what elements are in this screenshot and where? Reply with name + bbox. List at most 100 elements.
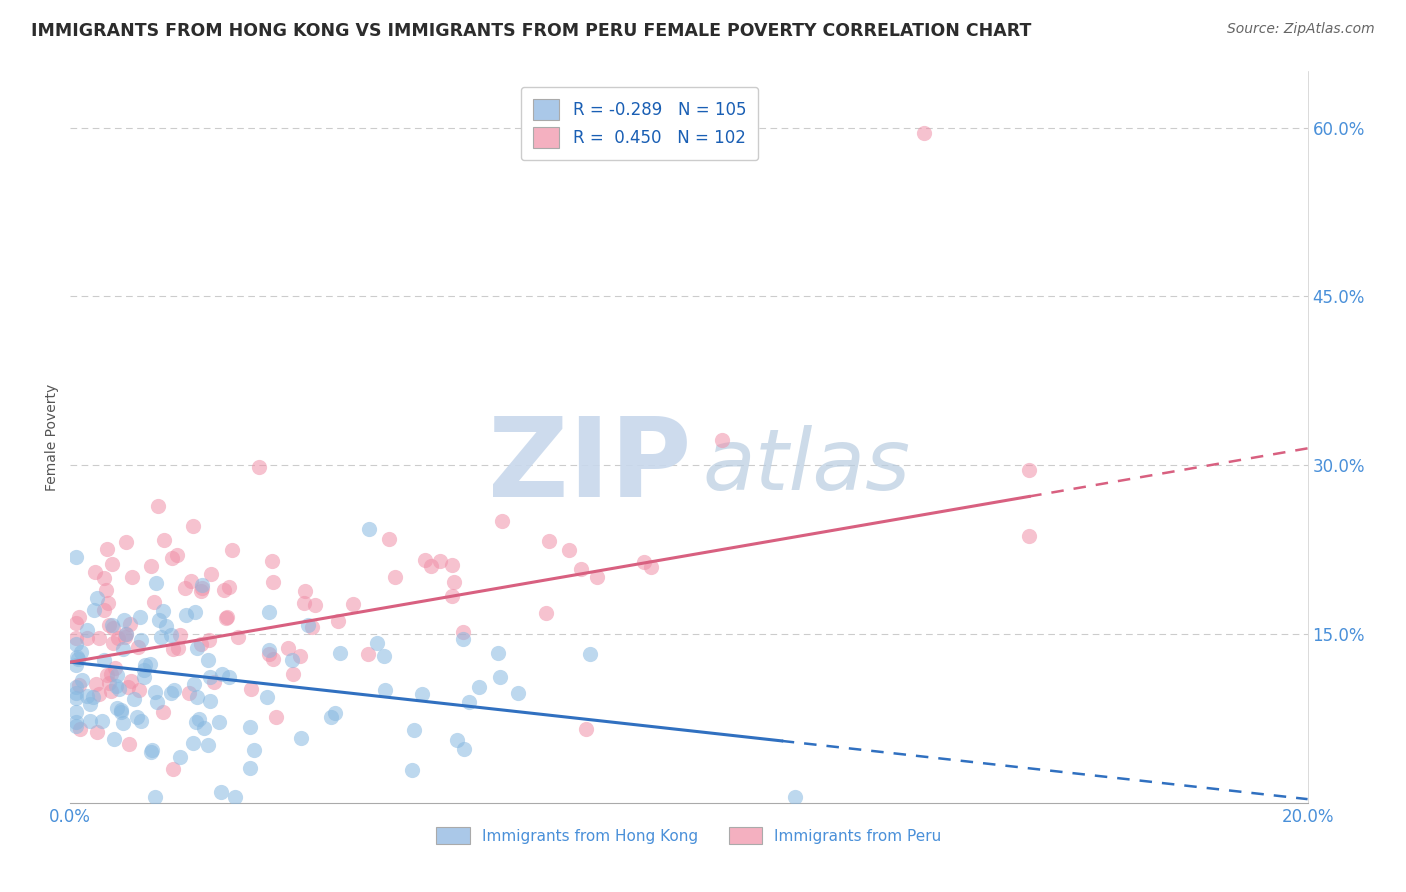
Point <box>193 721 215 735</box>
Point <box>107 631 129 645</box>
Point <box>366 636 388 650</box>
Point <box>65 658 87 673</box>
Point <box>1018 529 1040 543</box>
Point <box>67 678 90 692</box>
Point <box>373 648 395 663</box>
Point <box>218 670 240 684</box>
Point <box>191 581 214 595</box>
Point <box>141 743 163 757</box>
Point <box>76 631 98 645</box>
Point <box>131 714 153 728</box>
Point <box>148 499 170 513</box>
Point <box>536 606 558 620</box>
Point <box>101 558 124 572</box>
Point <box>105 700 128 714</box>
Point <box>710 433 733 447</box>
Point <box>489 671 512 685</box>
Point <box>117 680 139 694</box>
Point <box>411 687 433 701</box>
Point <box>186 690 208 704</box>
Point <box>169 750 191 764</box>
Point <box>451 624 474 639</box>
Point <box>451 632 474 647</box>
Y-axis label: Female Poverty: Female Poverty <box>45 384 59 491</box>
Point <box>167 640 190 655</box>
Point <box>183 677 205 691</box>
Point <box>537 534 560 549</box>
Point <box>65 715 87 730</box>
Point <box>69 645 91 659</box>
Point <box>114 627 136 641</box>
Point <box>441 558 464 572</box>
Point <box>186 640 208 655</box>
Point <box>153 533 176 547</box>
Point <box>96 668 118 682</box>
Point <box>128 683 150 698</box>
Point <box>202 675 225 690</box>
Point <box>912 126 935 140</box>
Point <box>162 551 184 566</box>
Point <box>112 642 135 657</box>
Point <box>384 570 406 584</box>
Point <box>215 611 238 625</box>
Point <box>146 696 169 710</box>
Point <box>87 688 110 702</box>
Point <box>458 695 481 709</box>
Point <box>239 761 262 775</box>
Point <box>301 620 323 634</box>
Point <box>120 674 142 689</box>
Point <box>101 617 124 632</box>
Point <box>65 616 87 631</box>
Point <box>65 685 87 699</box>
Point <box>277 640 299 655</box>
Point <box>491 515 513 529</box>
Point <box>134 657 156 672</box>
Point <box>290 731 312 745</box>
Point <box>149 631 172 645</box>
Point <box>190 584 212 599</box>
Point <box>297 618 319 632</box>
Point <box>143 685 166 699</box>
Point <box>215 610 238 624</box>
Point <box>94 582 117 597</box>
Text: Source: ZipAtlas.com: Source: ZipAtlas.com <box>1227 22 1375 37</box>
Point <box>453 742 475 756</box>
Point <box>242 742 264 756</box>
Point <box>110 703 132 717</box>
Point <box>65 680 87 694</box>
Point <box>121 569 143 583</box>
Point <box>100 667 122 681</box>
Point <box>139 745 162 759</box>
Point <box>82 690 104 704</box>
Point <box>211 666 233 681</box>
Point <box>112 613 135 627</box>
Point <box>79 714 101 728</box>
Point <box>200 567 222 582</box>
Point <box>72 673 94 687</box>
Point <box>240 682 263 697</box>
Point <box>187 712 209 726</box>
Point <box>200 693 222 707</box>
Point <box>169 628 191 642</box>
Point <box>446 732 468 747</box>
Point <box>198 632 221 647</box>
Point <box>257 606 280 620</box>
Point <box>83 566 105 580</box>
Point <box>506 686 529 700</box>
Point <box>65 690 87 705</box>
Point <box>304 599 326 613</box>
Point <box>342 597 364 611</box>
Point <box>98 618 121 632</box>
Point <box>108 682 131 697</box>
Point <box>486 646 509 660</box>
Point <box>575 722 598 736</box>
Point <box>374 683 396 698</box>
Point <box>160 628 183 642</box>
Point <box>247 460 270 475</box>
Point <box>183 736 205 750</box>
Point <box>281 653 304 667</box>
Point <box>134 664 156 678</box>
Point <box>785 790 807 805</box>
Point <box>190 636 212 650</box>
Point <box>87 631 110 645</box>
